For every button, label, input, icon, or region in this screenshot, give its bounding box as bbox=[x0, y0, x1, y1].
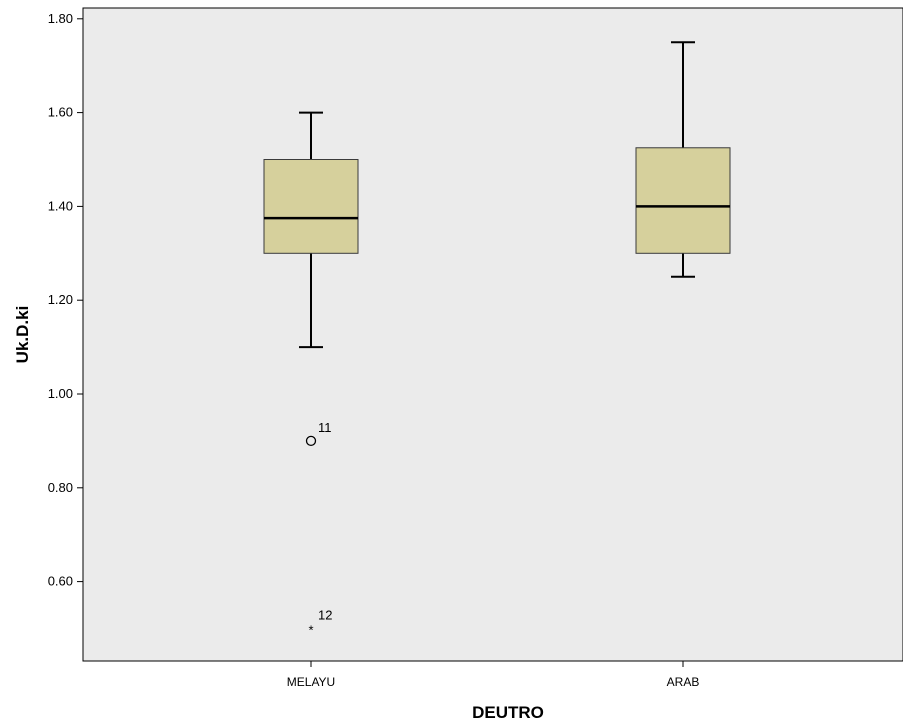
y-axis-title: Uk.D.ki bbox=[13, 306, 32, 364]
box-group: 11 * 12 bbox=[263, 111, 359, 638]
y-axis: 0.60 0.80 1.00 1.20 1.40 1.60 1.80 bbox=[48, 11, 83, 589]
y-tick-label: 1.40 bbox=[48, 198, 73, 213]
iqr-box bbox=[635, 147, 731, 254]
y-tick-label: 1.00 bbox=[48, 386, 73, 401]
y-tick-label: 0.80 bbox=[48, 480, 73, 495]
x-axis: MELAYU ARAB bbox=[287, 661, 700, 689]
iqr-box bbox=[263, 159, 359, 254]
outlier-label: 11 bbox=[318, 420, 332, 435]
box-group bbox=[635, 41, 731, 278]
boxes: 11 * 12 bbox=[263, 41, 731, 638]
plot-area bbox=[82, 7, 903, 662]
y-tick-label: 1.20 bbox=[48, 292, 73, 307]
outlier-circle-marker bbox=[305, 435, 317, 447]
x-tick-label: ARAB bbox=[667, 675, 700, 689]
x-axis-title: DEUTRO bbox=[472, 703, 544, 722]
outlier-label: 12 bbox=[318, 608, 332, 623]
x-tick-label: MELAYU bbox=[287, 675, 335, 689]
y-tick-label: 1.80 bbox=[48, 11, 73, 26]
y-tick-label: 1.60 bbox=[48, 105, 73, 120]
outlier-star-marker: * bbox=[308, 623, 313, 638]
y-tick-label: 0.60 bbox=[48, 574, 73, 589]
